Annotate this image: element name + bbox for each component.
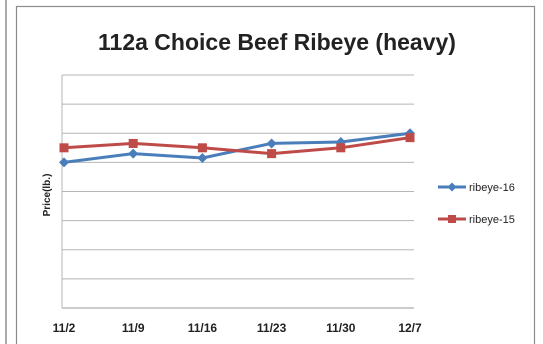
data-point (128, 138, 138, 148)
x-tick-labels: 11/2 11/9 11/16 11/23 11/30 12/7 (53, 321, 422, 335)
series-layer (59, 128, 415, 168)
legend-item: ribeye-16 (438, 182, 515, 194)
y-axis-label: Price(lb.) (42, 174, 53, 217)
data-point (59, 157, 69, 168)
series-ribeye-15 (59, 133, 415, 159)
x-tick-label: 12/7 (398, 321, 422, 335)
chart-title: 112a Choice Beef Ribeye (heavy) (98, 29, 456, 55)
legend: ribeye-16 ribeye-15 (438, 182, 515, 226)
chart-border (15, 5, 536, 344)
data-point (336, 143, 346, 153)
x-tick-label: 11/9 (122, 321, 145, 335)
data-point (197, 153, 208, 164)
x-tick-label: 11/30 (326, 321, 356, 335)
data-point (197, 143, 207, 153)
legend-marker (448, 215, 456, 223)
data-point (128, 148, 139, 159)
data-point (405, 133, 415, 143)
data-point (266, 138, 277, 149)
data-point (59, 143, 69, 153)
x-tick-label: 11/16 (188, 321, 218, 335)
legend-label: ribeye-15 (469, 214, 515, 226)
series-line (63, 136, 411, 156)
x-tick-label: 11/2 (53, 321, 76, 335)
legend-item: ribeye-15 (438, 214, 515, 226)
data-point (267, 149, 277, 159)
legend-label: ribeye-16 (469, 182, 515, 194)
x-tick-label: 11/23 (257, 321, 287, 335)
legend-marker (447, 182, 457, 192)
gridlines (61, 74, 414, 309)
